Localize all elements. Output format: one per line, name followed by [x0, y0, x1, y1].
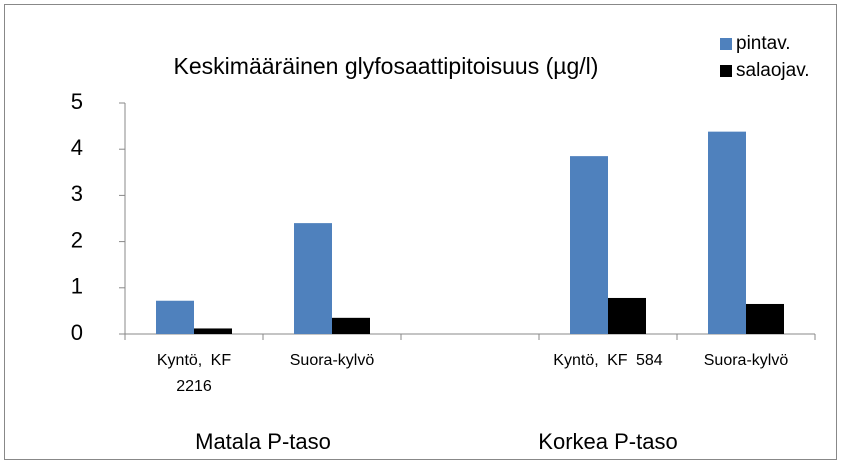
bar [708, 131, 746, 334]
legend-label: salaojav. [736, 60, 810, 81]
group-label: Korkea P-taso [538, 429, 678, 454]
x-tick-label: Suora-kylvö [703, 352, 789, 369]
y-tick-label: 4 [71, 135, 83, 160]
chart-border [4, 4, 837, 460]
y-tick-label: 0 [71, 320, 83, 345]
y-tick-label: 3 [71, 181, 83, 206]
x-tick-label: Suora-kylvö [289, 352, 375, 369]
y-tick-label: 5 [71, 89, 83, 114]
legend-swatch [720, 38, 732, 50]
bar [570, 156, 608, 334]
bar [332, 317, 370, 334]
bar [194, 328, 232, 334]
legend-swatch [720, 65, 732, 77]
bar [156, 300, 194, 334]
y-tick-label: 2 [71, 227, 83, 252]
bar [608, 297, 646, 334]
y-tick-label: 1 [71, 274, 83, 299]
bar [746, 303, 784, 334]
x-tick-label: Kyntö, KF 2216 [156, 352, 232, 395]
chart-title: Keskimääräinen glyfosaattipitoisuus (µg/… [174, 53, 599, 79]
group-label: Matala P-taso [195, 429, 331, 454]
x-tick-label: Kyntö, KF 584 [553, 352, 663, 369]
legend-label: pintav. [736, 33, 791, 54]
bar [294, 223, 332, 334]
